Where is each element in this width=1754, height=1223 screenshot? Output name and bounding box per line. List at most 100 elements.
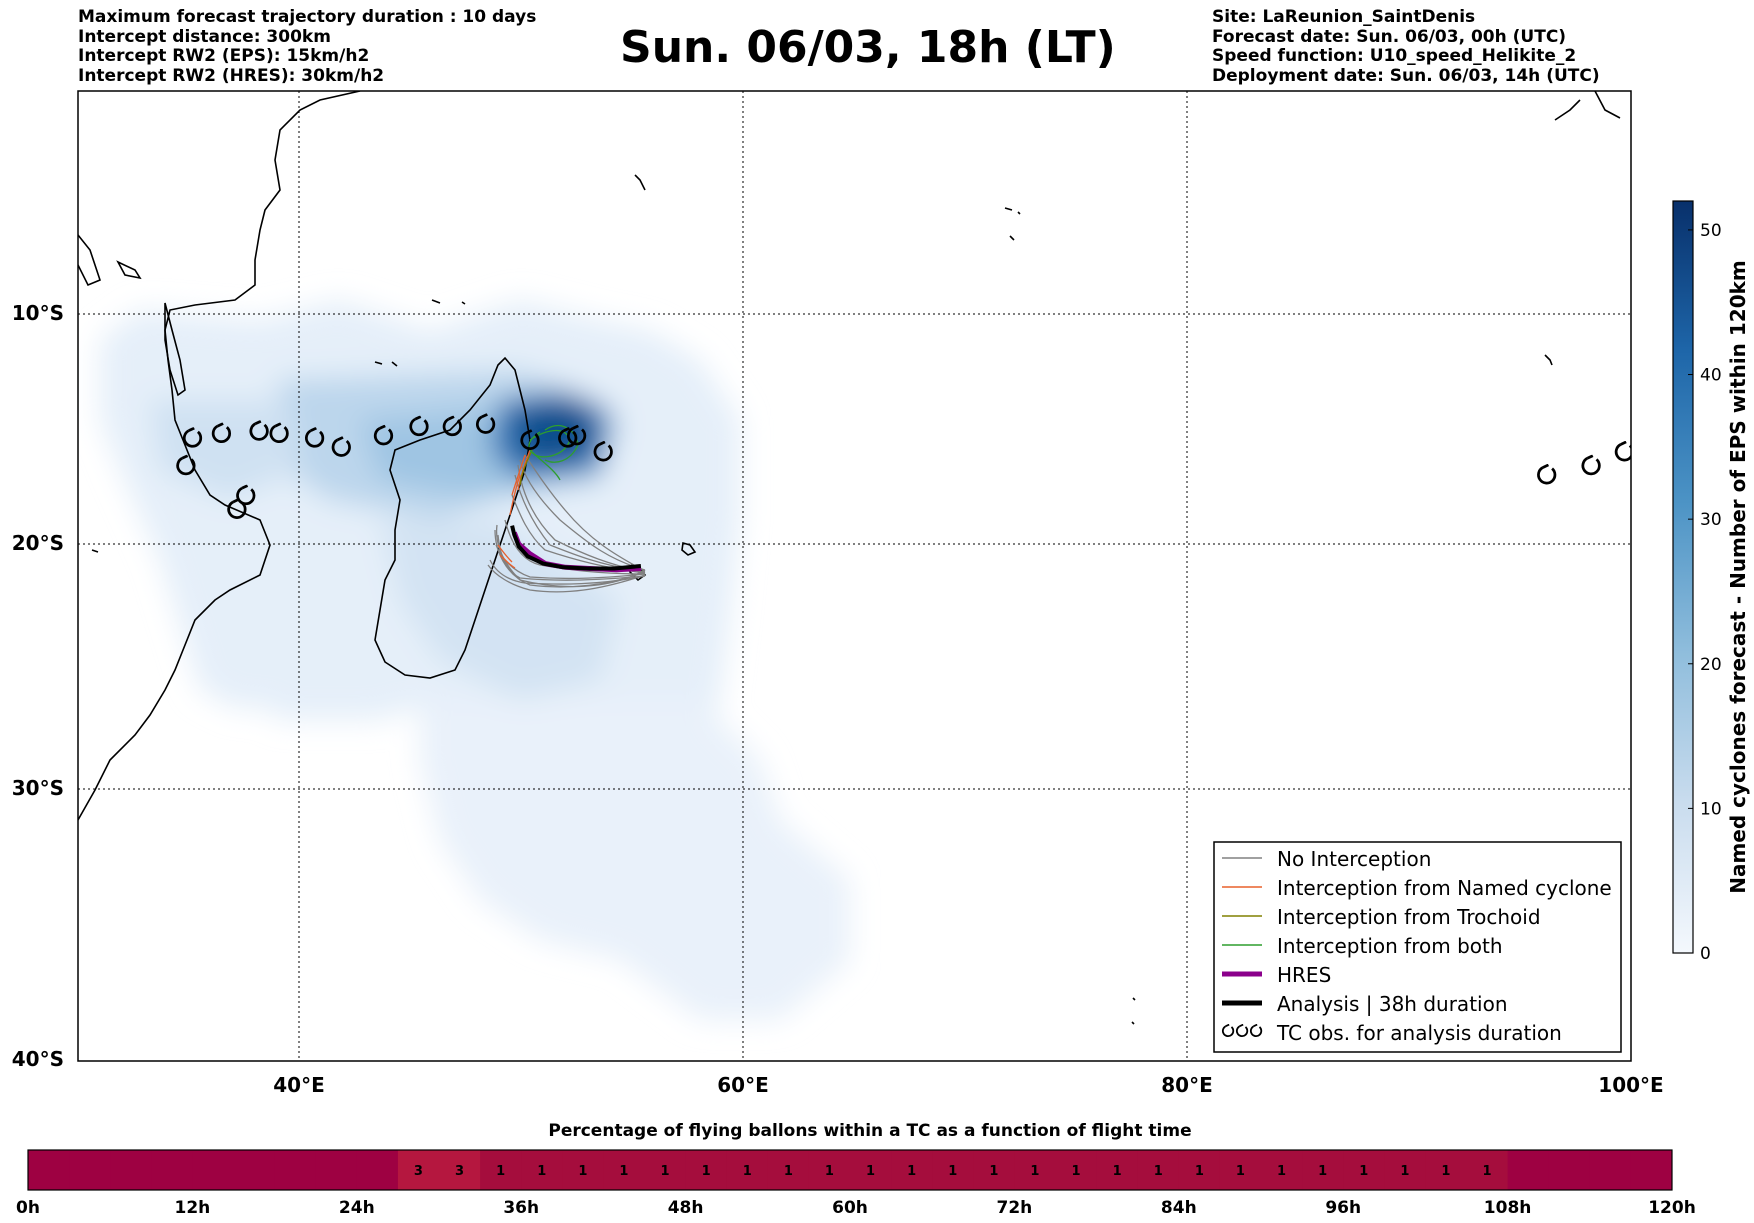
lon-tick: 80°E xyxy=(1161,1073,1213,1097)
bar-tick-label: 96h xyxy=(1325,1198,1361,1218)
bar-tick-label: 48h xyxy=(668,1198,704,1218)
bar-segment xyxy=(644,1150,687,1190)
lat-tick: 40°S xyxy=(12,1047,64,1071)
info-deployment-date: Deployment date: Sun. 06/03, 14h (UTC) xyxy=(1212,65,1600,86)
info-intercept-distance: Intercept distance: 300km xyxy=(78,26,331,47)
bar-tick-label: 12h xyxy=(175,1198,211,1218)
bar-segment-label: 1 xyxy=(1441,1164,1450,1179)
trochoid-interceptions xyxy=(519,449,533,486)
bar-segment xyxy=(1343,1150,1385,1190)
bar-tick-label: 0h xyxy=(16,1198,40,1218)
colorbar-gradient xyxy=(1672,200,1694,954)
colorbar-tick-label: 10 xyxy=(1700,799,1722,819)
bar-segment xyxy=(315,1150,358,1190)
bar-segment-label: 1 xyxy=(1236,1164,1245,1179)
bar-segment xyxy=(233,1150,276,1190)
map-axis-labels: 10°S 20°S 30°S 40°S 40°E 60°E 80°E 100°E xyxy=(12,301,1664,1097)
bar-segment xyxy=(1261,1150,1303,1190)
lat-tick: 30°S xyxy=(12,776,64,800)
bar-segment xyxy=(1425,1150,1467,1190)
bar-segment xyxy=(973,1150,1015,1190)
bar-segment xyxy=(850,1150,892,1190)
bar-tick-label: 84h xyxy=(1161,1198,1197,1218)
bar-segment xyxy=(1014,1150,1056,1190)
bar-segment xyxy=(28,1150,70,1190)
bar-segment-label: 1 xyxy=(1195,1164,1204,1179)
bar-segment-label: 1 xyxy=(702,1164,711,1179)
bar-segment xyxy=(1137,1150,1180,1190)
bar-segment-label: 1 xyxy=(1359,1164,1368,1179)
bar-tick-label: 108h xyxy=(1484,1198,1532,1218)
info-intercept-eps: Intercept RW2 (EPS): 15km/h2 xyxy=(78,46,370,66)
lat-tick: 20°S xyxy=(12,531,64,555)
bar-tick-label: 72h xyxy=(997,1198,1033,1218)
legend-label: TC obs. for analysis duration xyxy=(1276,1021,1562,1045)
info-trajectory-duration: Maximum forecast trajectory duration : 1… xyxy=(78,7,537,27)
bar-segment xyxy=(603,1150,645,1190)
bar-segment-label: 1 xyxy=(1072,1164,1081,1179)
bar-segment-label: 1 xyxy=(1113,1164,1122,1179)
info-forecast-date: Forecast date: Sun. 06/03, 00h (UTC) xyxy=(1212,26,1567,47)
bar-segments: 3 3 1 1 1 1 1 1 1 1 1 1 1 1 1 1 1 1 1 1 1 1 1 1 1 1 1 xyxy=(28,1150,1673,1190)
flight-time-bar: Percentage of flying ballons within a TC… xyxy=(16,1121,1696,1218)
info-right: Site: LaReunion_SaintDenis Forecast date… xyxy=(1212,7,1600,86)
legend-item: Interception from Trochoid xyxy=(1222,905,1541,929)
bar-segment-label: 3 xyxy=(414,1164,423,1179)
info-intercept-hres: Intercept RW2 (HRES): 30km/h2 xyxy=(78,65,385,86)
bar-segment xyxy=(192,1150,234,1190)
bar-segment-label: 1 xyxy=(1483,1164,1492,1179)
chart-title: Sun. 06/03, 18h (LT) xyxy=(620,22,1116,73)
analysis-track xyxy=(510,525,642,571)
bar-segment-label: 1 xyxy=(578,1164,587,1179)
lat-tick: 10°S xyxy=(12,301,64,325)
bar-segment xyxy=(891,1150,933,1190)
bar-segment-label: 1 xyxy=(537,1164,546,1179)
bar-segment xyxy=(1466,1150,1509,1190)
bar-segment xyxy=(726,1150,769,1190)
bar-segment xyxy=(69,1150,111,1190)
bar-segment-label: 1 xyxy=(1030,1164,1039,1179)
lon-tick: 40°E xyxy=(273,1073,325,1097)
legend-label: Interception from Trochoid xyxy=(1277,905,1541,929)
bar-segment-label: 1 xyxy=(1400,1164,1409,1179)
bar-segment xyxy=(932,1150,974,1190)
gridlines xyxy=(78,91,1631,1061)
bar-segment xyxy=(439,1150,481,1190)
info-left: Maximum forecast trajectory duration : 1… xyxy=(78,7,537,86)
info-speed-function: Speed function: U10_speed_Helikite_2 xyxy=(1212,46,1577,66)
bar-segment xyxy=(562,1150,604,1190)
legend-item: Analysis | 38h duration xyxy=(1222,992,1508,1016)
info-site: Site: LaReunion_SaintDenis xyxy=(1212,7,1476,27)
bar-segment xyxy=(151,1150,193,1190)
colorbar-ticks: 0 10 20 30 40 50 xyxy=(1688,221,1722,964)
colorbar: 0 10 20 30 40 50 Named cyclones forecast - Nu… xyxy=(1672,200,1750,964)
bar-segment-label: 1 xyxy=(907,1164,916,1179)
colorbar-tick-label: 50 xyxy=(1700,221,1722,241)
map-frame xyxy=(77,90,1632,1062)
bar-segment-label: 1 xyxy=(743,1164,752,1179)
legend-item: Interception from Named cyclone xyxy=(1222,876,1612,900)
bar-segment-label: 1 xyxy=(496,1164,505,1179)
bar-segment xyxy=(521,1150,563,1190)
bar-segment xyxy=(397,1150,440,1190)
bar-segment xyxy=(808,1150,851,1190)
legend-item: TC obs. for analysis duration xyxy=(1221,1021,1562,1045)
bar-segment-label: 1 xyxy=(1154,1164,1163,1179)
colorbar-tick-label: 30 xyxy=(1700,510,1722,530)
bar-segment xyxy=(1630,1150,1673,1190)
legend-item: Interception from both xyxy=(1222,934,1503,958)
bar-segment xyxy=(480,1150,522,1190)
bar-segment xyxy=(1548,1150,1591,1190)
legend-box xyxy=(1213,841,1622,1053)
bar-segment xyxy=(1507,1150,1550,1190)
bar-tick-label: 60h xyxy=(832,1198,868,1218)
legend-label: Interception from both xyxy=(1277,934,1503,958)
legend-item: HRES xyxy=(1222,963,1331,987)
colorbar-tick-label: 0 xyxy=(1700,944,1711,964)
legend-label: Analysis | 38h duration xyxy=(1277,992,1508,1016)
bar-segment-label: 3 xyxy=(455,1164,464,1179)
bar-segment xyxy=(767,1150,810,1190)
bar-segment xyxy=(1589,1150,1632,1190)
legend-label: HRES xyxy=(1277,963,1331,987)
